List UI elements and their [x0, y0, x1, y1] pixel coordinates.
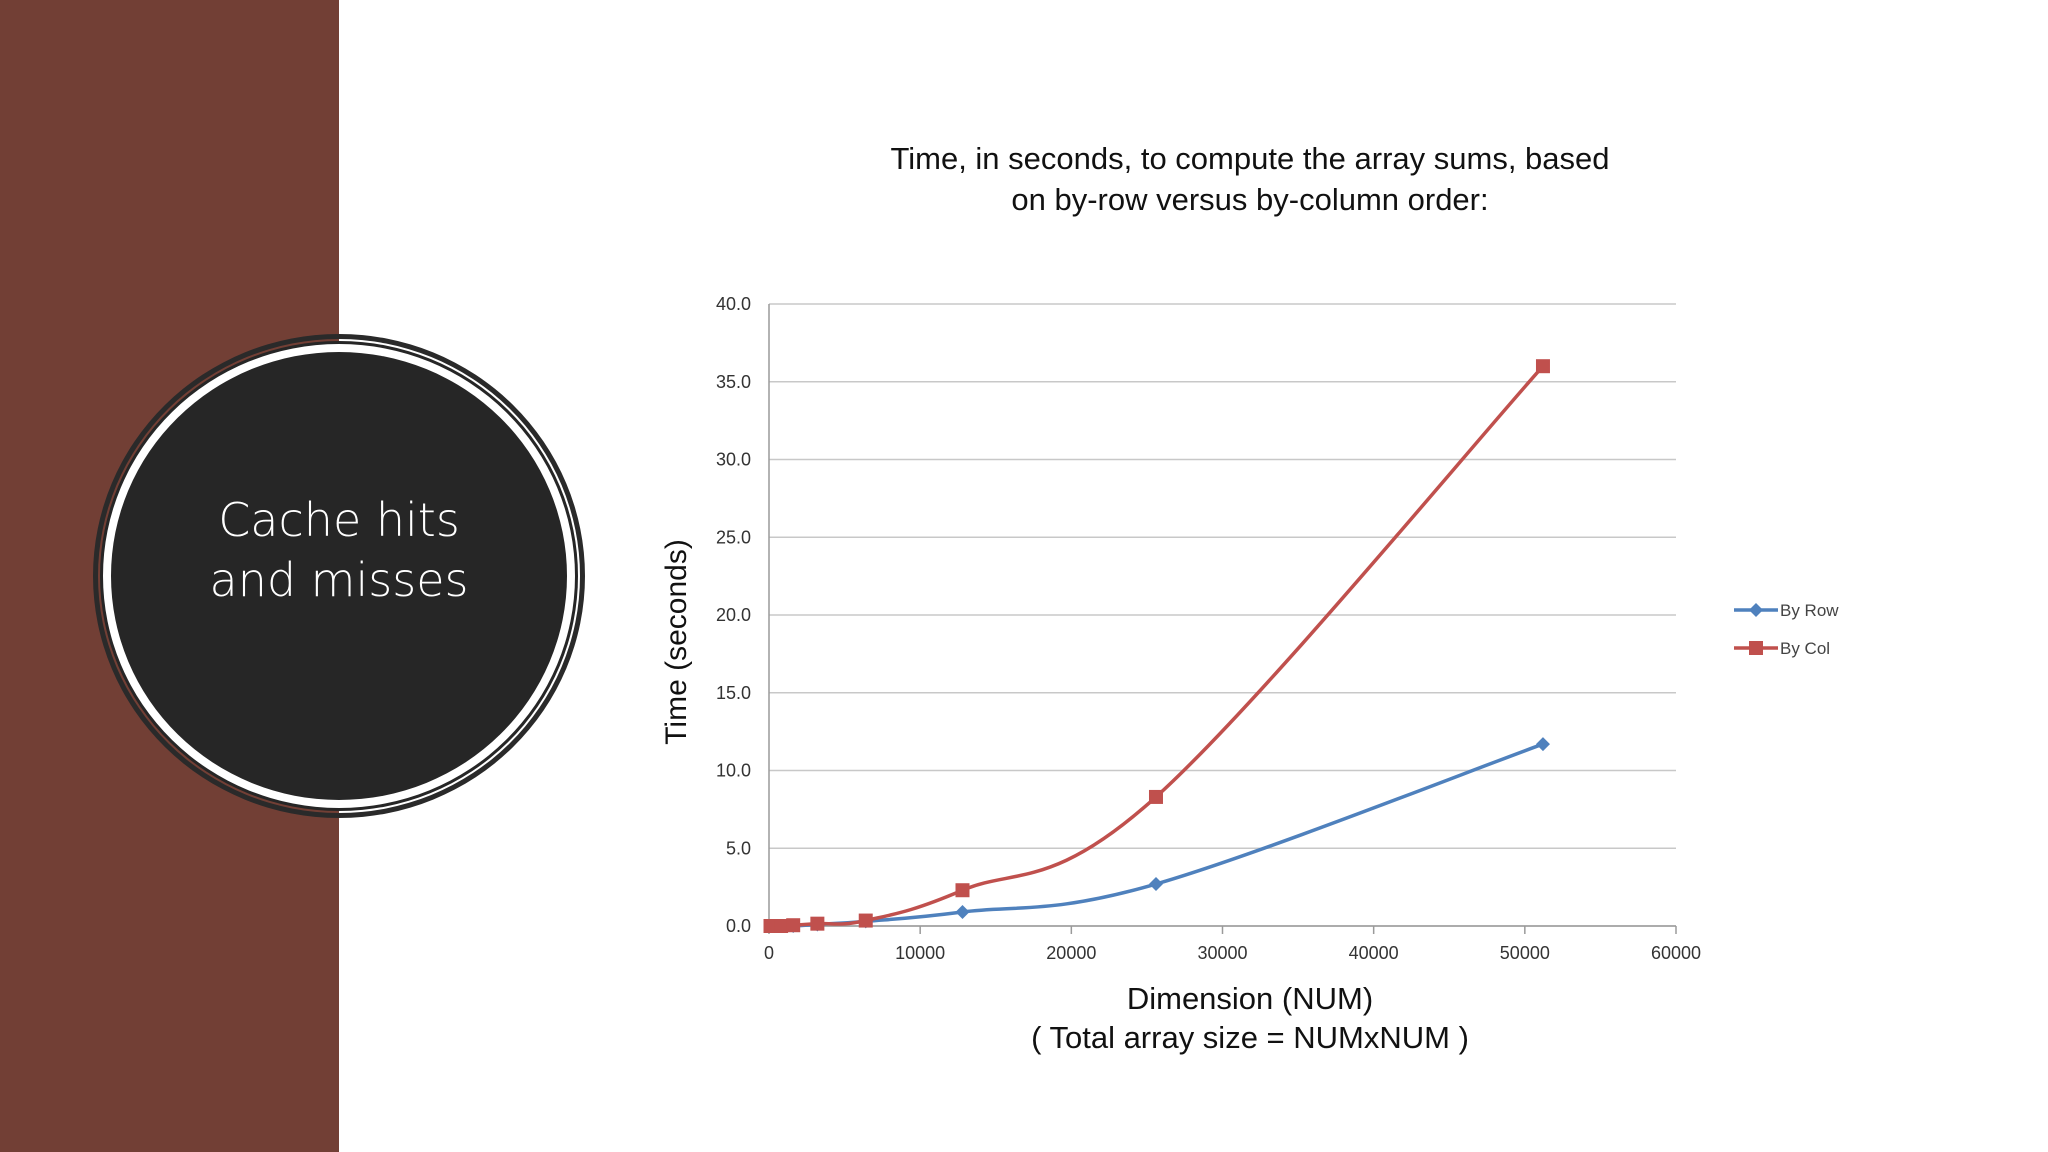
data-point-by-row [1535, 737, 1550, 752]
y-tick-label: 15.0 [716, 683, 751, 703]
x-axis-label: Dimension (NUM) [1127, 981, 1373, 1016]
data-point-by-col [955, 883, 970, 898]
data-point-by-col [858, 913, 873, 928]
slide-title-line-1: Cache hits [218, 493, 460, 547]
y-tick-label: 20.0 [716, 605, 751, 625]
axis-layer: 0.0 5.0 10.0 15.0 20.0 25.0 30.0 35.0 40.0 0 10000… [716, 294, 1701, 963]
x-tick-label: 10000 [895, 943, 945, 963]
y-tick-label: 35.0 [716, 372, 751, 392]
legend-label-by-col: By Col [1780, 639, 1830, 658]
data-point-by-row [955, 905, 970, 920]
data-point-by-col [786, 918, 801, 933]
slide-title: Cache hits and misses [159, 490, 519, 610]
series-by-col [763, 359, 1550, 933]
y-tick-label: 40.0 [716, 294, 751, 314]
chart-title-line-2: on by-row versus by-column order: [1011, 182, 1489, 217]
y-tick-label: 0.0 [726, 916, 751, 936]
chart-title-line-1: Time, in seconds, to compute the array s… [890, 141, 1610, 176]
data-point-by-row [1148, 877, 1163, 892]
grid-layer [769, 303, 1676, 927]
x-axis-sublabel: ( Total array size = NUMxNUM ) [1031, 1020, 1469, 1055]
title-circle-ring [93, 334, 585, 818]
data-point-by-col [774, 919, 789, 933]
data-point-by-col [1148, 789, 1163, 804]
series-line-by-row [770, 742, 1544, 928]
x-tick-label: 30000 [1197, 943, 1247, 963]
legend-label-by-row: By Row [1780, 601, 1839, 620]
x-tick-label: 40000 [1349, 943, 1399, 963]
legend-marker-by-col [1749, 641, 1763, 655]
y-tick-label: 5.0 [726, 838, 751, 858]
series-by-row [763, 737, 1550, 933]
series-layer [763, 359, 1550, 933]
series-line-by-col [770, 365, 1545, 928]
x-tick-label: 60000 [1651, 943, 1701, 963]
legend-marker-by-row [1749, 603, 1763, 617]
y-tick-label: 25.0 [716, 527, 751, 547]
legend-layer: By Row By Col [1734, 601, 1839, 658]
y-tick-label: 10.0 [716, 761, 751, 781]
title-circle: Cache hits and misses [103, 344, 575, 808]
y-tick-label: 30.0 [716, 450, 751, 470]
data-point-by-col [810, 916, 825, 931]
chart-title: Time, in seconds, to compute the array s… [840, 138, 1660, 220]
x-tick-label: 50000 [1500, 943, 1550, 963]
y-axis-label: Time (seconds) [660, 539, 693, 745]
x-tick-label: 0 [764, 943, 774, 963]
data-point-by-col [1535, 359, 1550, 374]
slide-title-line-2: and misses [209, 553, 469, 607]
x-tick-label: 20000 [1046, 943, 1096, 963]
